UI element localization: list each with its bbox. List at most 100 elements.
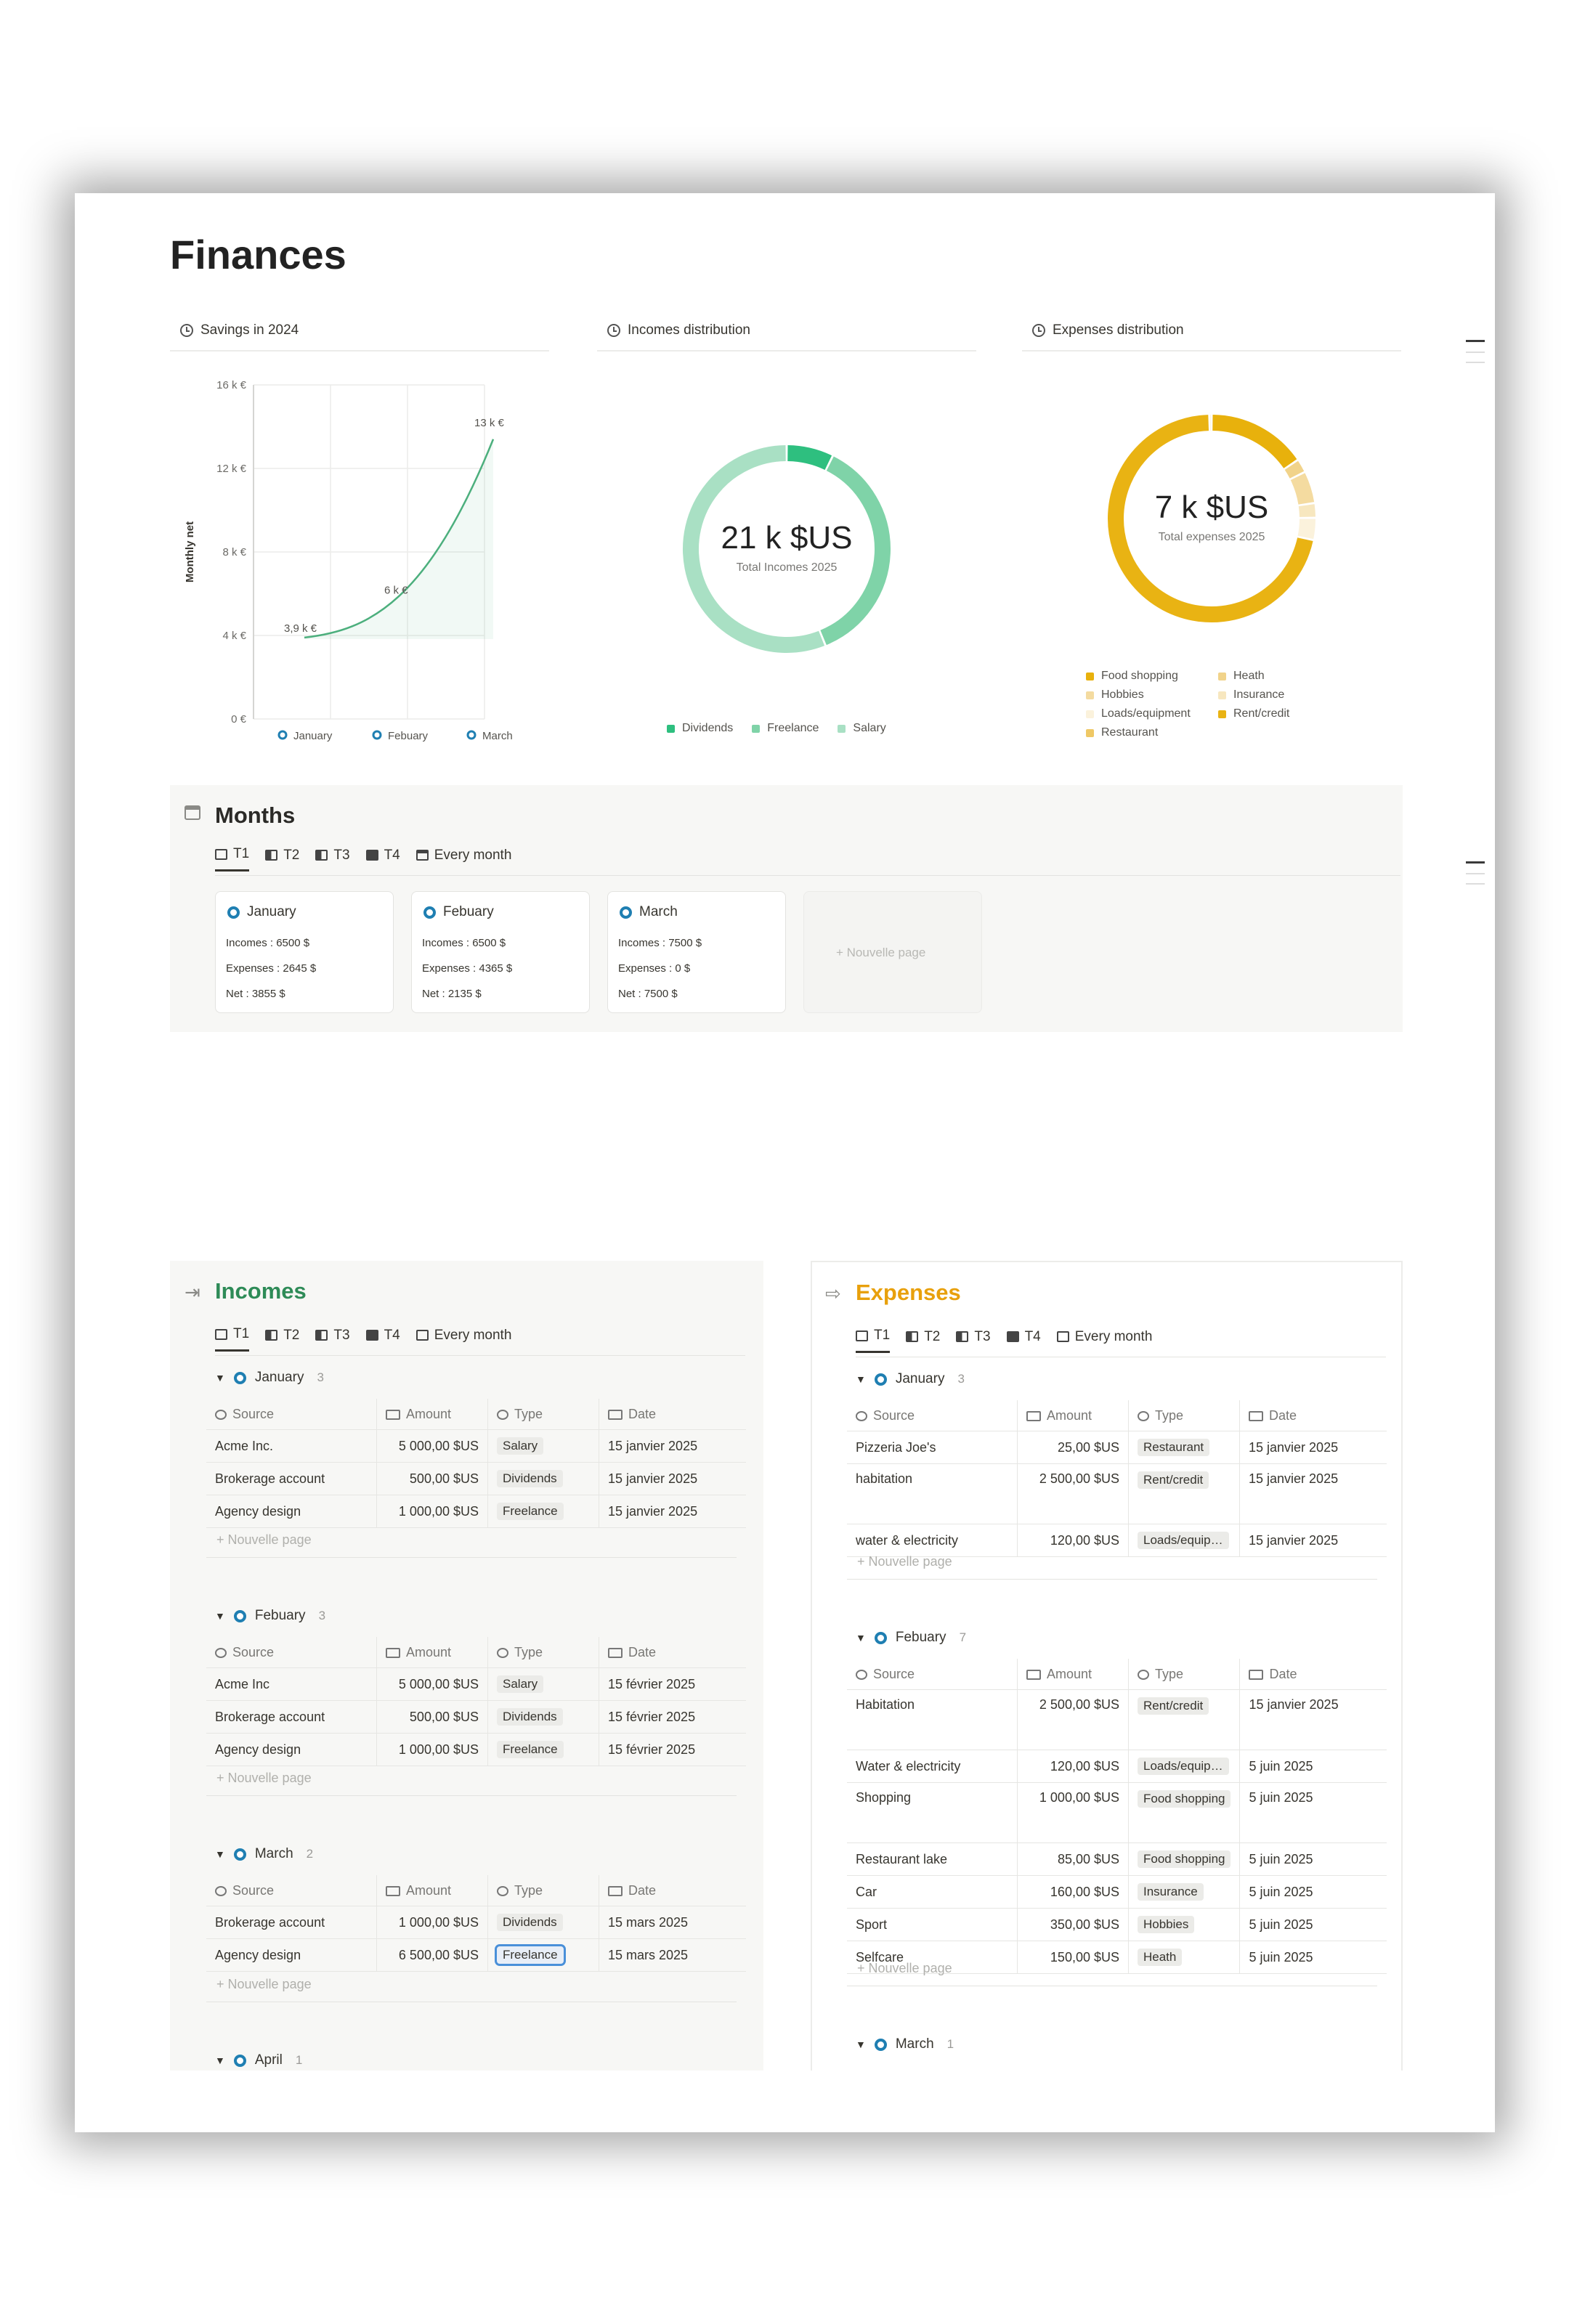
group-header[interactable]: ▼ April 1: [215, 2052, 302, 2068]
table-row[interactable]: Pizzeria Joe's 25,00 $US Restaurant 15 janv…: [847, 1431, 1387, 1464]
amount-cell[interactable]: 6 500,00 $US: [376, 1938, 488, 1972]
amount-cell[interactable]: 500,00 $US: [376, 1462, 488, 1495]
type-cell[interactable]: Freelance: [487, 1495, 599, 1528]
column-header[interactable]: Date: [599, 1399, 746, 1430]
donut-slice[interactable]: [820, 456, 891, 646]
table-row[interactable]: habitation 2 500,00 $US Rent/credit 15 janv…: [847, 1463, 1387, 1524]
date-cell[interactable]: 5 juin 2025: [1239, 1875, 1387, 1909]
date-cell[interactable]: 15 janvier 2025: [1239, 1463, 1387, 1524]
table-row[interactable]: Acme Inc 5 000,00 $US Salary 15 février 202…: [206, 1667, 746, 1701]
column-header[interactable]: Source: [206, 1399, 377, 1430]
column-header[interactable]: Type: [487, 1875, 599, 1906]
donut-slice[interactable]: [683, 445, 825, 653]
source-cell[interactable]: Sport: [847, 1908, 1018, 1941]
type-tag[interactable]: Salary: [497, 1675, 544, 1693]
date-cell[interactable]: 15 mars 2025: [599, 1938, 746, 1972]
new-row-button[interactable]: + Nouvelle page: [216, 1532, 312, 1547]
type-tag[interactable]: Salary: [497, 1437, 544, 1455]
source-cell[interactable]: Habitation: [847, 1689, 1018, 1750]
caret-down-icon[interactable]: ▼: [856, 1632, 866, 1644]
table-row[interactable]: Water & electricity 120,00 $US Loads/equip…: [847, 1750, 1387, 1783]
group-header[interactable]: ▼ March 2: [215, 1846, 313, 1862]
tab-t3[interactable]: T3: [315, 846, 350, 871]
table-row[interactable]: Restaurant lake 85,00 $US Food shopping 5 j…: [847, 1842, 1387, 1876]
date-cell[interactable]: 5 juin 2025: [1239, 1782, 1387, 1843]
donut-slice[interactable]: [1297, 519, 1315, 540]
type-cell[interactable]: Salary: [487, 1667, 599, 1701]
new-page-card[interactable]: + Nouvelle page: [803, 891, 982, 1013]
source-cell[interactable]: Shopping: [847, 1782, 1018, 1843]
table-row[interactable]: Agency design 6 500,00 $US Freelance 15 mar…: [206, 1938, 746, 1972]
group-header[interactable]: ▼ January 3: [215, 1370, 324, 1386]
table-row[interactable]: Shopping 1 000,00 $US Food shopping 5 juin …: [847, 1782, 1387, 1843]
type-tag[interactable]: Restaurant: [1138, 1439, 1210, 1456]
date-cell[interactable]: 5 juin 2025: [1239, 1908, 1387, 1941]
type-tag[interactable]: Dividends: [497, 1708, 563, 1726]
amount-cell[interactable]: 150,00 $US: [1017, 1941, 1129, 1974]
type-cell[interactable]: Hobbies: [1127, 1908, 1240, 1941]
scroll-marker[interactable]: [1466, 861, 1485, 864]
column-header[interactable]: Amount: [376, 1875, 488, 1906]
caret-down-icon[interactable]: ▼: [215, 1848, 225, 1860]
source-cell[interactable]: Agency design: [206, 1495, 377, 1528]
month-card-march[interactable]: March Incomes : 7500 $ Expenses : 0 $ Ne…: [607, 891, 786, 1013]
date-cell[interactable]: 15 janvier 2025: [599, 1462, 746, 1495]
date-cell[interactable]: 15 janvier 2025: [1239, 1689, 1387, 1750]
date-cell[interactable]: 5 juin 2025: [1239, 1842, 1387, 1876]
date-cell[interactable]: 15 février 2025: [599, 1733, 746, 1766]
type-cell[interactable]: Dividends: [487, 1462, 599, 1495]
source-cell[interactable]: Agency design: [206, 1733, 377, 1766]
expenses-widget-title[interactable]: Expenses distribution: [1032, 322, 1184, 338]
amount-cell[interactable]: 120,00 $US: [1017, 1524, 1129, 1557]
column-header[interactable]: Date: [1239, 1400, 1387, 1431]
table-row[interactable]: Car 160,00 $US Insurance 5 juin 2025: [847, 1875, 1387, 1909]
source-cell[interactable]: Acme Inc: [206, 1667, 377, 1701]
type-tag[interactable]: Rent/credit: [1138, 1471, 1209, 1489]
type-cell[interactable]: Restaurant: [1128, 1431, 1240, 1464]
donut-slice[interactable]: [1108, 415, 1313, 622]
column-header[interactable]: Source: [847, 1400, 1018, 1431]
tab-t2[interactable]: T2: [906, 1328, 940, 1353]
source-cell[interactable]: water & electricity: [847, 1524, 1018, 1557]
column-header[interactable]: Amount: [376, 1399, 488, 1430]
date-cell[interactable]: 5 juin 2025: [1239, 1941, 1387, 1974]
table-row[interactable]: Brokerage account 500,00 $US Dividends 15 f…: [206, 1700, 746, 1734]
amount-cell[interactable]: 500,00 $US: [376, 1700, 488, 1734]
table-row[interactable]: Agency design 1 000,00 $US Freelance 15 fév…: [206, 1733, 746, 1766]
amount-cell[interactable]: 5 000,00 $US: [376, 1667, 488, 1701]
column-header[interactable]: Amount: [1017, 1659, 1129, 1690]
group-header[interactable]: ▼ Febuary 3: [215, 1608, 325, 1624]
column-header[interactable]: Source: [847, 1659, 1018, 1690]
amount-cell[interactable]: 350,00 $US: [1017, 1908, 1129, 1941]
tab-t1[interactable]: T1: [856, 1328, 891, 1353]
type-cell[interactable]: Heath: [1127, 1941, 1240, 1974]
type-tag[interactable]: Insurance: [1138, 1883, 1204, 1901]
amount-cell[interactable]: 25,00 $US: [1017, 1431, 1129, 1464]
table-row[interactable]: Sport 350,00 $US Hobbies 5 juin 2025: [847, 1908, 1387, 1941]
tab-t4[interactable]: T4: [365, 1326, 400, 1352]
tab-every-month[interactable]: Every month: [1056, 1328, 1152, 1353]
donut-slice[interactable]: [1284, 460, 1305, 479]
amount-cell[interactable]: 1 000,00 $US: [1017, 1782, 1129, 1843]
type-cell[interactable]: Loads/equip…: [1127, 1750, 1240, 1783]
group-header[interactable]: ▼ Febuary 7: [856, 1630, 966, 1646]
amount-cell[interactable]: 1 000,00 $US: [376, 1495, 488, 1528]
type-cell[interactable]: Dividends: [487, 1906, 599, 1939]
column-header[interactable]: Date: [1239, 1659, 1387, 1690]
type-cell[interactable]: Rent/credit: [1128, 1463, 1240, 1524]
type-tag[interactable]: Rent/credit: [1138, 1697, 1209, 1715]
table-row[interactable]: water & electricity 120,00 $US Loads/equip…: [847, 1524, 1387, 1557]
table-row[interactable]: Acme Inc. 5 000,00 $US Salary 15 janvier 20…: [206, 1429, 746, 1463]
group-header[interactable]: ▼ January 3: [856, 1371, 965, 1387]
tab-t1[interactable]: T1: [215, 846, 250, 871]
tab-t2[interactable]: T2: [265, 846, 299, 871]
group-header[interactable]: ▼ March 1: [856, 2036, 954, 2052]
date-cell[interactable]: 15 février 2025: [599, 1667, 746, 1701]
source-cell[interactable]: Agency design: [206, 1938, 377, 1972]
table-row[interactable]: Agency design 1 000,00 $US Freelance 15 jan…: [206, 1495, 746, 1528]
amount-cell[interactable]: 160,00 $US: [1017, 1875, 1129, 1909]
source-cell[interactable]: Brokerage account: [206, 1700, 377, 1734]
column-header[interactable]: Amount: [376, 1637, 488, 1668]
donut-slice[interactable]: [1290, 473, 1315, 505]
column-header[interactable]: Source: [206, 1637, 377, 1668]
